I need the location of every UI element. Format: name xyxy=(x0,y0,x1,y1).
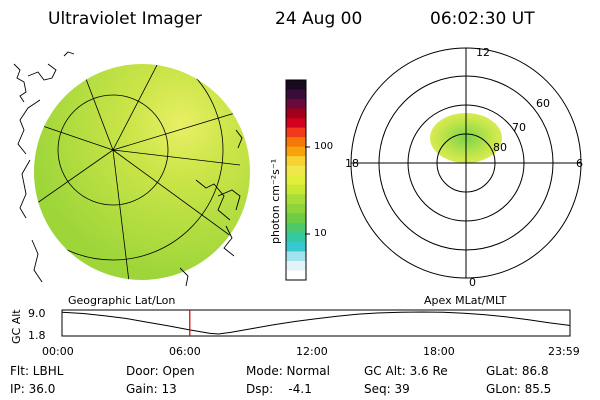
colorbar-frame xyxy=(285,79,307,281)
info-gc-alt: GC Alt: 3.6 Re xyxy=(364,364,448,378)
colorbar-ticks xyxy=(305,146,310,235)
polar-plot xyxy=(350,47,582,279)
polar-grid xyxy=(350,47,582,279)
x-tick-2359: 23:59 xyxy=(548,345,580,358)
colorbar-band xyxy=(286,260,306,272)
colorbar-tick-10: 10 xyxy=(314,228,327,239)
coastlines xyxy=(13,51,243,287)
info-glon: GLon: 85.5 xyxy=(486,382,552,396)
info-ip: IP: 36.0 xyxy=(10,382,56,396)
colorbar-band xyxy=(286,194,306,205)
timeline-left-label: Geographic Lat/Lon xyxy=(68,294,176,307)
timeline-right-label: Apex MLat/MLT xyxy=(424,294,507,307)
images-panel xyxy=(13,47,582,287)
lat-label-80: 80 xyxy=(493,141,507,154)
mlt-label-12: 12 xyxy=(476,46,490,59)
colorbar-band xyxy=(286,184,306,195)
lat-label-60: 60 xyxy=(536,97,550,110)
x-tick-1800: 18:00 xyxy=(423,345,455,358)
mlt-label-18: 18 xyxy=(345,157,359,170)
colorbar-band xyxy=(286,137,306,148)
colorbar-band xyxy=(286,156,306,167)
info-mode: Mode: Normal xyxy=(246,364,330,378)
colorbar-unit-label: photon cm⁻²s⁻¹ xyxy=(269,158,282,244)
date-label: 24 Aug 00 xyxy=(275,9,363,29)
colorbar-band xyxy=(286,213,306,224)
colorbar-tick-100: 100 xyxy=(314,141,334,152)
info-filter: Flt: LBHL xyxy=(10,364,64,378)
instrument-title: Ultraviolet Imager xyxy=(48,9,202,29)
info-gain: Gain: 13 xyxy=(126,382,177,396)
colorbar-band xyxy=(286,203,306,214)
lat-label-70: 70 xyxy=(512,121,526,134)
x-tick-0000: 00:00 xyxy=(42,345,74,358)
timeline-plot xyxy=(61,309,571,337)
colorbar-band xyxy=(286,146,306,157)
colorbar-band xyxy=(286,241,306,253)
colorbar-band xyxy=(286,99,306,110)
colorbar-band xyxy=(286,222,306,233)
altitude-curve xyxy=(61,311,570,335)
mlt-label-0: 0 xyxy=(469,276,476,289)
mlt-label-6: 6 xyxy=(576,157,583,170)
colorbar-band xyxy=(286,118,306,129)
x-tick-0600: 06:00 xyxy=(169,345,201,358)
info-seq: Seq: 39 xyxy=(364,382,410,396)
time-label: 06:02:30 UT xyxy=(430,9,535,29)
x-tick-1200: 12:00 xyxy=(296,345,328,358)
colorbar-band xyxy=(286,251,306,262)
colorbar-band xyxy=(286,165,306,176)
timeline-y-tick-bottom: 1.8 xyxy=(28,329,46,342)
colorbar-band xyxy=(286,232,306,243)
info-dsp: Dsp: -4.1 xyxy=(246,382,312,396)
info-door: Door: Open xyxy=(126,364,195,378)
colorbar-band xyxy=(286,80,306,91)
colorbar-band xyxy=(286,127,306,138)
geo-image xyxy=(13,51,250,287)
timeline-y-tick-top: 9.0 xyxy=(28,307,46,320)
colorbar-band xyxy=(286,175,306,186)
colorbar-band xyxy=(286,270,306,281)
geo-disk xyxy=(34,64,250,280)
colorbar-band xyxy=(286,89,306,100)
colorbar xyxy=(285,79,307,281)
colorbar-band xyxy=(286,108,306,119)
timeline-frame xyxy=(61,309,571,337)
info-glat: GLat: 86.8 xyxy=(486,364,549,378)
